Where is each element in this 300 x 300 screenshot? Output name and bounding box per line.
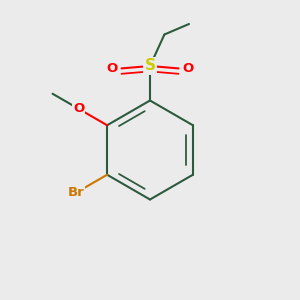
- Text: Br: Br: [68, 186, 84, 199]
- Text: O: O: [182, 62, 194, 75]
- Text: S: S: [145, 58, 155, 74]
- Text: O: O: [106, 62, 118, 75]
- Text: O: O: [73, 102, 84, 115]
